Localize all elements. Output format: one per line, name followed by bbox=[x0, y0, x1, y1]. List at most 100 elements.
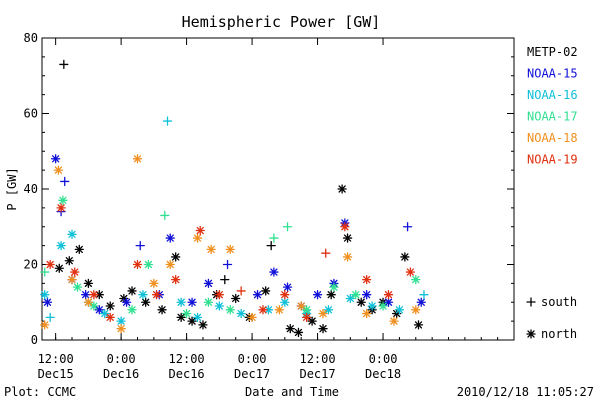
point-noaa-17-1 bbox=[58, 195, 68, 205]
point-noaa-15-16 bbox=[282, 282, 293, 292]
footer-timestamp: 2010/12/18 11:05:27 bbox=[457, 385, 594, 399]
point-noaa-15-22 bbox=[383, 297, 394, 307]
point-metp-02-10 bbox=[157, 305, 167, 315]
y-axis-ticks: 0 20 40 60 80 bbox=[24, 31, 514, 347]
point-noaa-19-17 bbox=[383, 290, 394, 300]
point-noaa-18-17 bbox=[389, 316, 399, 326]
point-noaa-19-1 bbox=[56, 203, 66, 213]
point-metp-02-26 bbox=[337, 184, 347, 194]
point-noaa-17-6 bbox=[160, 210, 170, 221]
y-tick-label-1: 20 bbox=[24, 258, 38, 272]
point-noaa-17-3 bbox=[89, 301, 99, 311]
point-noaa-18-8 bbox=[192, 233, 203, 243]
y-tick-label-4: 80 bbox=[24, 31, 38, 45]
point-noaa-18-0 bbox=[40, 320, 50, 330]
point-noaa-15-5 bbox=[81, 290, 91, 300]
point-metp-02-7 bbox=[119, 293, 129, 304]
point-noaa-17-16 bbox=[411, 274, 421, 285]
point-noaa-16-12 bbox=[236, 308, 246, 319]
data-points bbox=[40, 59, 429, 338]
legend-entry-noaa-17: NOAA-17 bbox=[527, 110, 578, 124]
point-metp-02-31 bbox=[392, 308, 402, 319]
x-tick-day-0: Dec15 bbox=[38, 367, 74, 381]
x-tick-time-5: 0:00 bbox=[369, 352, 398, 366]
point-noaa-15-0 bbox=[42, 297, 53, 307]
point-metp-02-11 bbox=[171, 252, 181, 262]
point-noaa-16-5 bbox=[100, 308, 110, 319]
point-metp-02-12 bbox=[176, 312, 186, 323]
point-metp-02-20 bbox=[266, 240, 276, 251]
point-noaa-15-13 bbox=[222, 259, 233, 270]
point-noaa-16-20 bbox=[419, 290, 429, 300]
point-noaa-16-17 bbox=[345, 293, 355, 304]
point-metp-02-25 bbox=[326, 290, 336, 300]
series-metp-02 bbox=[54, 59, 424, 338]
point-noaa-19-4 bbox=[105, 312, 115, 323]
point-metp-02-13 bbox=[187, 316, 197, 326]
point-metp-02-3 bbox=[74, 244, 84, 255]
plot-frame bbox=[41, 37, 515, 341]
point-noaa-17-9 bbox=[225, 305, 235, 315]
point-noaa-15-14 bbox=[252, 290, 263, 300]
point-noaa-18-10 bbox=[225, 244, 235, 255]
legend-entry-noaa-19: NOAA-19 bbox=[527, 153, 578, 167]
point-noaa-15-10 bbox=[165, 233, 175, 243]
point-noaa-15-11 bbox=[187, 297, 197, 307]
legend: METP-02 NOAA-15 NOAA-16 NOAA-17 NOAA-18 NOAA-… bbox=[526, 45, 578, 341]
point-noaa-17-13 bbox=[329, 282, 339, 292]
point-noaa-19-11 bbox=[258, 305, 268, 315]
point-noaa-17-7 bbox=[181, 308, 192, 319]
point-metp-02-14 bbox=[198, 320, 208, 330]
point-noaa-19-12 bbox=[280, 290, 290, 300]
point-noaa-15-6 bbox=[94, 305, 104, 315]
point-noaa-17-0 bbox=[40, 267, 50, 277]
legend-entry-noaa-16: NOAA-16 bbox=[527, 88, 578, 102]
y-tick-label-3: 60 bbox=[24, 107, 38, 121]
series-noaa-15 bbox=[42, 154, 426, 315]
point-metp-02-33 bbox=[413, 320, 424, 330]
point-noaa-16-11 bbox=[214, 301, 224, 311]
point-noaa-19-3 bbox=[89, 290, 99, 300]
footer-credit: Plot: CCMC bbox=[4, 385, 76, 399]
series-noaa-17 bbox=[40, 195, 421, 319]
point-metp-02-23 bbox=[307, 316, 317, 326]
x-tick-time-1: 0:00 bbox=[107, 352, 136, 366]
point-noaa-19-2 bbox=[70, 267, 80, 277]
point-noaa-16-18 bbox=[367, 301, 377, 311]
point-noaa-17-5 bbox=[143, 259, 154, 270]
point-metp-02-22 bbox=[293, 327, 304, 338]
point-noaa-17-11 bbox=[282, 222, 293, 232]
point-noaa-18-4 bbox=[116, 324, 126, 334]
point-noaa-16-2 bbox=[56, 240, 66, 251]
y-axis-label: P [GW] bbox=[5, 167, 19, 210]
x-tick-day-3: Dec17 bbox=[234, 367, 270, 381]
legend-entry-metp-02: METP-02 bbox=[527, 45, 578, 59]
point-metp-02-28 bbox=[356, 297, 366, 307]
point-noaa-19-6 bbox=[151, 290, 162, 300]
point-noaa-15-23 bbox=[402, 222, 413, 232]
x-tick-day-2: Dec16 bbox=[169, 367, 205, 381]
point-noaa-17-10 bbox=[269, 233, 279, 243]
point-noaa-18-14 bbox=[318, 308, 328, 319]
point-noaa-16-16 bbox=[323, 305, 334, 315]
point-noaa-16-19 bbox=[394, 305, 405, 315]
point-noaa-15-15 bbox=[269, 267, 279, 277]
point-noaa-19-15 bbox=[340, 222, 350, 232]
point-noaa-19-13 bbox=[301, 312, 312, 323]
point-metp-02-32 bbox=[400, 252, 410, 262]
x-tick-time-2: 12:00 bbox=[169, 352, 205, 366]
x-tick-time-4: 12:00 bbox=[299, 352, 335, 366]
y-tick-label-0: 0 bbox=[31, 333, 38, 347]
point-noaa-17-2 bbox=[72, 282, 83, 292]
point-noaa-19-16 bbox=[362, 274, 372, 285]
point-noaa-15-12 bbox=[203, 278, 214, 289]
point-noaa-19-0 bbox=[45, 259, 55, 270]
legend-entry-noaa-18: NOAA-18 bbox=[527, 131, 578, 145]
point-noaa-19-5 bbox=[132, 259, 143, 270]
point-metp-02-5 bbox=[94, 290, 104, 300]
point-noaa-19-8 bbox=[195, 225, 205, 236]
point-noaa-19-7 bbox=[171, 274, 181, 285]
point-noaa-19-9 bbox=[214, 290, 224, 300]
point-metp-02-17 bbox=[231, 293, 241, 304]
